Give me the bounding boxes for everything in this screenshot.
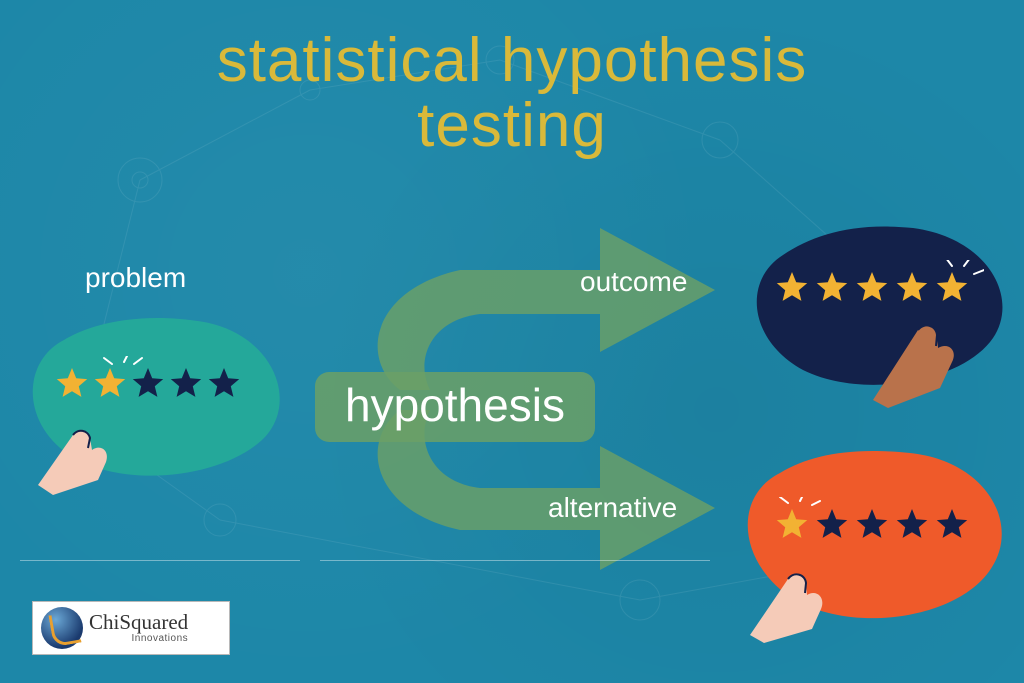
title-line-2: testing bbox=[417, 91, 607, 160]
label-problem: problem bbox=[85, 262, 186, 294]
blob-outcome bbox=[748, 220, 1008, 390]
logo-sub-text: Innovations bbox=[89, 634, 188, 644]
blob-alternative bbox=[740, 445, 1008, 625]
label-alternative: alternative bbox=[548, 492, 677, 524]
hand-icon bbox=[18, 390, 128, 500]
divider-line bbox=[320, 560, 710, 561]
hand-icon bbox=[732, 537, 842, 647]
hand-icon bbox=[848, 290, 968, 410]
page-title: statistical hypothesis testing bbox=[0, 28, 1024, 158]
divider-line bbox=[20, 560, 300, 561]
title-line-1: statistical hypothesis bbox=[217, 26, 808, 95]
blob-problem bbox=[24, 310, 284, 480]
logo-text: ChiSquared Innovations bbox=[89, 612, 188, 644]
label-outcome: outcome bbox=[580, 266, 687, 298]
logo-main-text: ChiSquared bbox=[89, 612, 188, 633]
center-label-hypothesis: hypothesis bbox=[315, 372, 595, 442]
brand-logo: ChiSquared Innovations bbox=[32, 601, 230, 655]
logo-mark-icon bbox=[41, 607, 83, 649]
